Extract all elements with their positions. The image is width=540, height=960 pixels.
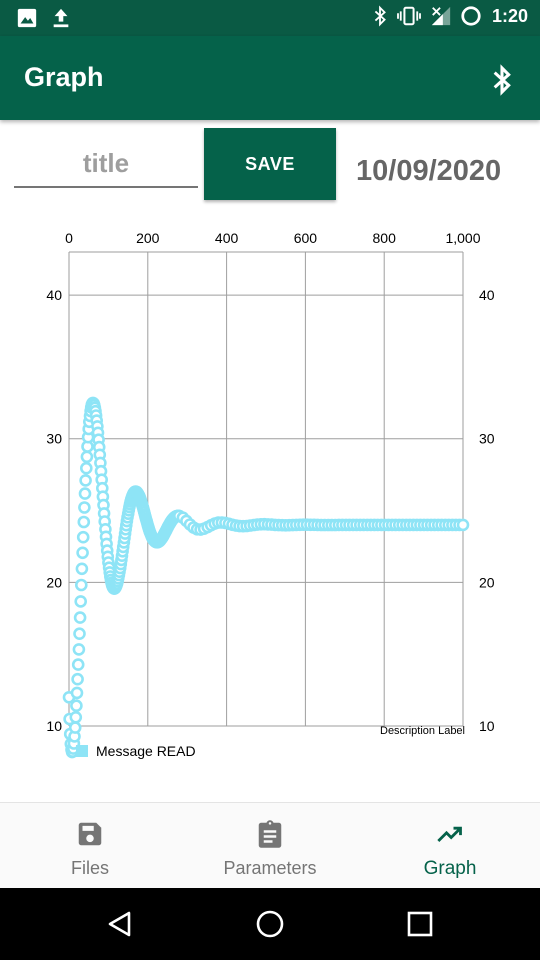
y-left-tick-label: 20 xyxy=(46,574,62,590)
upload-icon xyxy=(53,8,69,28)
status-right-icons: 1:20 xyxy=(372,5,528,27)
home-button[interactable] xyxy=(254,908,286,940)
legend-label: Message READ xyxy=(96,743,196,759)
x-tick-label: 800 xyxy=(373,230,397,246)
data-point xyxy=(75,578,88,592)
data-point xyxy=(79,474,92,487)
data-point xyxy=(72,643,86,656)
save-button[interactable]: SAVE xyxy=(204,128,336,200)
x-tick-label: 1,000 xyxy=(445,230,480,246)
legend-swatch xyxy=(76,745,88,757)
app-bar: Graph xyxy=(0,36,540,120)
graph-chart[interactable]: 0 200 400 600 800 1,000 40 30 20 10 40 3… xyxy=(0,220,540,780)
bluetooth-icon xyxy=(374,5,386,27)
y-right-tick-label: 20 xyxy=(479,574,495,590)
data-point xyxy=(71,672,84,686)
system-navigation-bar xyxy=(0,888,540,960)
data-point xyxy=(77,515,91,529)
data-point xyxy=(71,658,85,671)
data-point xyxy=(70,686,84,700)
chart-legend: Message READ xyxy=(76,743,196,759)
y-right-tick-label: 40 xyxy=(479,287,495,303)
recents-icon xyxy=(407,911,433,937)
status-bar: 1:20 xyxy=(0,0,540,36)
nav-item-parameters[interactable]: Parameters xyxy=(180,803,360,889)
trending-up-icon xyxy=(434,818,466,850)
title-input[interactable] xyxy=(14,140,198,188)
data-point xyxy=(68,721,82,734)
y-right-tick-label: 10 xyxy=(479,718,495,734)
data-point xyxy=(73,611,87,624)
data-point xyxy=(80,450,94,464)
chart-x-tick-labels: 0 200 400 600 800 1,000 xyxy=(65,230,481,246)
back-icon xyxy=(108,911,131,937)
data-point xyxy=(73,627,86,641)
nav-label: Files xyxy=(70,858,109,878)
signal-icon xyxy=(431,6,451,26)
data-point xyxy=(70,699,83,713)
nav-label: Graph xyxy=(423,858,477,879)
chart-y-left-tick-labels: 40 30 20 10 xyxy=(46,287,62,734)
status-left-icons xyxy=(16,6,72,30)
bluetooth-button[interactable] xyxy=(488,64,516,96)
clipboard-icon xyxy=(255,818,285,850)
chart-y-right-tick-labels: 40 30 20 10 xyxy=(479,287,495,734)
data-point xyxy=(69,710,83,724)
back-button[interactable] xyxy=(104,908,136,940)
home-icon xyxy=(256,910,284,938)
data-point xyxy=(75,562,89,576)
data-point xyxy=(456,518,470,532)
vibrate-icon xyxy=(397,6,421,26)
chart-description-label: Description Label xyxy=(380,725,465,737)
chart-grid xyxy=(68,251,464,727)
bluetooth-icon xyxy=(493,64,511,96)
nav-item-files[interactable]: Files xyxy=(0,803,180,889)
chart-series xyxy=(62,396,470,759)
image-icon xyxy=(17,8,37,28)
y-left-tick-label: 40 xyxy=(46,287,62,303)
status-time: 1:20 xyxy=(491,5,528,26)
y-right-tick-label: 30 xyxy=(479,431,495,447)
data-point xyxy=(78,487,92,500)
data-point xyxy=(78,501,91,514)
y-left-tick-label: 30 xyxy=(46,431,62,447)
save-icon xyxy=(75,818,105,850)
recents-button[interactable] xyxy=(404,908,436,940)
app-title: Graph xyxy=(24,62,104,92)
data-point xyxy=(76,530,90,544)
bottom-navigation: Files Parameters Graph xyxy=(0,802,540,889)
sync-icon xyxy=(461,6,481,26)
data-point xyxy=(80,461,93,475)
x-tick-label: 0 xyxy=(65,230,73,246)
nav-label: Parameters xyxy=(223,858,317,878)
x-tick-label: 400 xyxy=(215,230,239,246)
date-display: 10/09/2020 xyxy=(356,155,502,187)
x-tick-label: 200 xyxy=(136,230,160,246)
x-tick-label: 600 xyxy=(294,230,318,246)
nav-item-graph[interactable]: Graph xyxy=(360,803,540,889)
data-point xyxy=(74,595,87,608)
y-left-tick-label: 10 xyxy=(46,718,62,734)
data-point xyxy=(76,546,89,560)
